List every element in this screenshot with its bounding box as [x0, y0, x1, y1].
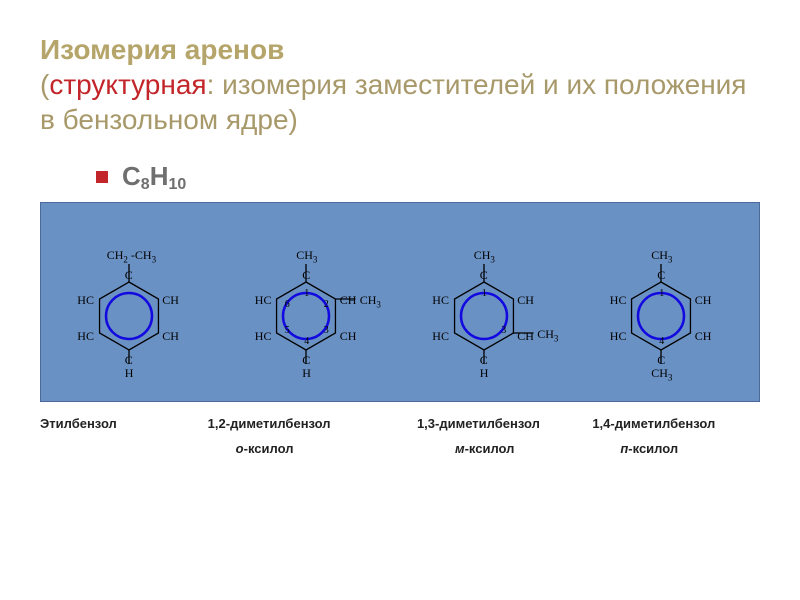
ring-number: 4 [304, 336, 309, 347]
ring-vertex-label: CH [340, 329, 357, 344]
ring-vertex-label: CH [162, 329, 179, 344]
name-col-2: 1,2-диметилбензол о-ксилол [208, 416, 405, 456]
ring-number: 6 [285, 299, 290, 310]
ring-vertex-label: CH [517, 329, 534, 344]
ring-number: 4 [659, 336, 664, 347]
top-substituent: CH2 -CH3 [107, 248, 156, 264]
top-substituent: CH3 [651, 248, 672, 264]
top-substituent: CH3 [296, 248, 317, 264]
ring-number: 5 [285, 325, 290, 336]
title-highlight: структурная [49, 69, 206, 100]
ring-vertex-label: CH [695, 293, 712, 308]
ring-vertex-label: C [657, 268, 665, 283]
molecule-ethylbenzene: CCHCHCHCHCCH2 -CH3H [49, 211, 219, 396]
name-col-4: 1,4-диметилбензол п-ксилол [592, 416, 760, 456]
ring-number: 2 [324, 299, 329, 310]
ring-vertex-label: C [125, 268, 133, 283]
ring-vertex-label: HC [610, 329, 627, 344]
title-main: Изомерия аренов [40, 34, 284, 65]
structures-panel: CCHCHCHCHCCH2 -CH3HCCHCHCHCHCCH3HCH31234… [40, 202, 760, 402]
ring-number: 1 [304, 288, 309, 299]
title-paren-open: ( [40, 69, 49, 100]
molecule-p-xylene: CCHCHCHCHCCH3CH314 [581, 211, 751, 396]
molecular-formula: С8Н10 [122, 161, 186, 192]
synonym-o-xylene: о-ксилол [208, 441, 405, 456]
top-substituent: CH3 [474, 248, 495, 264]
molecule-o-xylene: CCHCHCHCHCCH3HCH3123456 [226, 211, 396, 396]
bullet-icon [96, 171, 108, 183]
molecule-m-xylene: CCHCHCHCHCCH3HCH313 [404, 211, 574, 396]
name-o-xylene: 1,2-диметилбензол [208, 416, 405, 431]
ring-vertex-label: C [302, 268, 310, 283]
ring-vertex-label: HC [432, 329, 449, 344]
ring-number: 3 [501, 325, 506, 336]
side-substituent: CH3 [360, 293, 381, 309]
name-m-xylene: 1,3-диметилбензол [405, 416, 592, 431]
ring-vertex-label: CH [162, 293, 179, 308]
name-col-1: Этилбензол [40, 416, 208, 456]
ring-vertex-label: C [480, 268, 488, 283]
slide-title: Изомерия аренов (структурная: изомерия з… [40, 32, 760, 137]
names-row: Этилбензол 1,2-диметилбензол о-ксилол 1,… [40, 416, 760, 456]
name-p-xylene: 1,4-диметилбензол [592, 416, 760, 431]
ring-vertex-label: HC [77, 329, 94, 344]
ring-vertex-label: HC [255, 293, 272, 308]
ring-vertex-label: HC [610, 293, 627, 308]
ring-vertex-label: HC [255, 329, 272, 344]
bottom-label: H [125, 366, 134, 381]
ring-vertex-label: HC [432, 293, 449, 308]
ring-number: 1 [482, 288, 487, 299]
bottom-label: H [302, 366, 311, 381]
formula-bullet: С8Н10 [96, 161, 760, 192]
ring-number: 1 [659, 288, 664, 299]
name-col-3: 1,3-диметилбензол м-ксилол [405, 416, 592, 456]
ring-vertex-label: CH [340, 293, 357, 308]
ring-vertex-label: CH [517, 293, 534, 308]
name-ethylbenzene: Этилбензол [40, 416, 208, 431]
side-substituent: CH3 [537, 327, 558, 343]
synonym-m-xylene: м-ксилол [405, 441, 592, 456]
ring-vertex-label: HC [77, 293, 94, 308]
ring-svg [49, 211, 219, 401]
ring-svg [404, 211, 574, 401]
bottom-label: CH3 [651, 366, 672, 382]
ring-vertex-label: CH [695, 329, 712, 344]
bottom-label: H [480, 366, 489, 381]
synonym-p-xylene: п-ксилол [592, 441, 760, 456]
ring-number: 3 [324, 325, 329, 336]
